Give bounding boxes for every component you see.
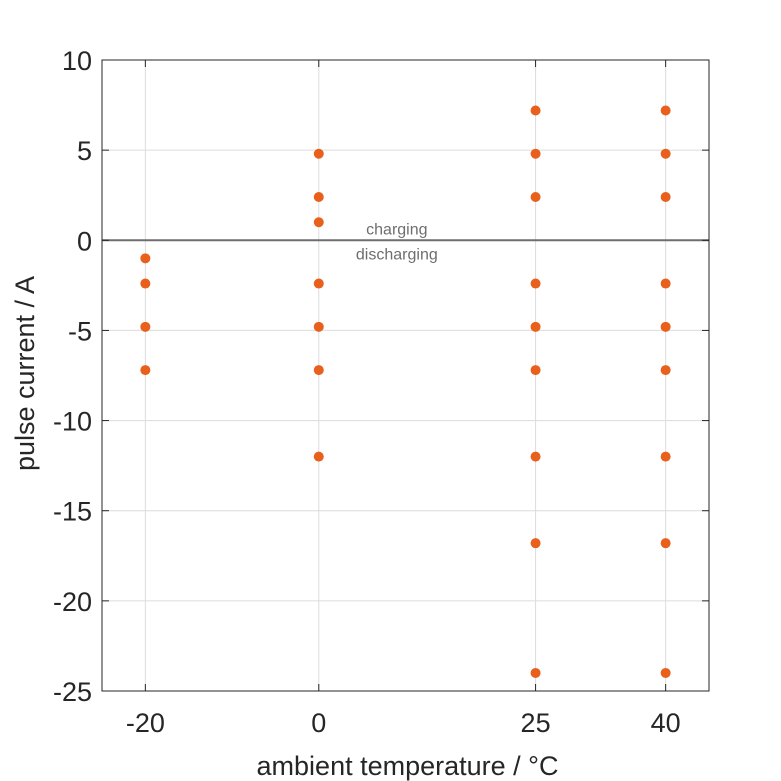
- data-points: [140, 105, 671, 678]
- data-point: [530, 105, 541, 116]
- charging-annotation: charging: [366, 221, 427, 238]
- x-axis-label: ambient temperature / °C: [257, 751, 559, 781]
- y-tick-label: -15: [53, 497, 92, 527]
- y-tick-label: 0: [77, 226, 92, 256]
- data-point: [313, 321, 324, 332]
- x-tick-label: 25: [521, 708, 551, 738]
- y-axis-label: pulse current / A: [10, 276, 40, 471]
- data-point: [530, 451, 541, 462]
- data-point: [660, 278, 671, 289]
- data-point: [530, 365, 541, 376]
- x-tick-label: -20: [126, 708, 165, 738]
- data-point: [530, 321, 541, 332]
- data-point: [530, 278, 541, 289]
- data-point: [660, 667, 671, 678]
- data-point: [660, 321, 671, 332]
- data-point: [660, 148, 671, 159]
- y-tick-label: -5: [68, 316, 92, 346]
- discharging-annotation: discharging: [356, 246, 438, 263]
- grid: [102, 59, 709, 692]
- data-point: [140, 321, 151, 332]
- data-point: [660, 451, 671, 462]
- y-tick-label: -25: [53, 677, 92, 707]
- data-point: [660, 105, 671, 116]
- data-point: [660, 192, 671, 203]
- data-point: [313, 217, 324, 228]
- data-point: [660, 365, 671, 376]
- y-tick-label: -20: [53, 587, 92, 617]
- x-tick-label: 40: [651, 708, 681, 738]
- data-point: [313, 451, 324, 462]
- x-tick-label: 0: [311, 708, 326, 738]
- y-tick-label: -10: [53, 407, 92, 437]
- data-point: [140, 253, 151, 264]
- data-point: [660, 538, 671, 549]
- data-point: [530, 538, 541, 549]
- data-point: [530, 667, 541, 678]
- data-point: [313, 365, 324, 376]
- axes: -20 0 25 40 10 5 0 -5 -10 -15 -20 -25: [53, 46, 710, 738]
- y-tick-label: 10: [62, 46, 92, 76]
- data-point: [530, 148, 541, 159]
- plot-frame: [101, 59, 710, 692]
- data-point: [140, 365, 151, 376]
- data-point: [313, 148, 324, 159]
- data-point: [313, 278, 324, 289]
- data-point: [530, 192, 541, 203]
- data-point: [140, 278, 151, 289]
- data-point: [313, 192, 324, 203]
- y-tick-label: 5: [77, 136, 92, 166]
